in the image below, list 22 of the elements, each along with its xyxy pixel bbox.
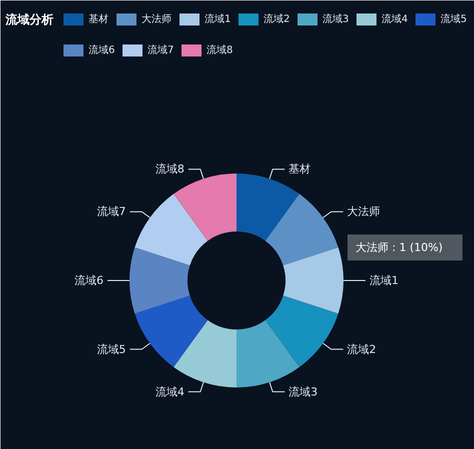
legend-label: 流域5 (440, 13, 467, 25)
slice-label: 流域5 (96, 342, 126, 356)
legend-label: 大法师 (142, 13, 172, 25)
legend-label: 流域7 (148, 44, 174, 56)
legend-label: 流域8 (206, 44, 233, 56)
legend-label: 流域2 (264, 13, 290, 25)
slice-label: 大法师 (347, 205, 380, 218)
slice-label: 流域2 (347, 342, 376, 356)
category-label: 流域7 (96, 205, 126, 218)
slice-label: 流域4 (155, 385, 184, 398)
slice-label: 流域6 (74, 274, 104, 287)
text: 大法师 : 1 (10%) (356, 241, 443, 254)
chart-title: 流域分析 (4, 12, 54, 26)
legend-label: 基材 (88, 13, 108, 25)
category-label: 流域1 (370, 274, 398, 287)
slice-label: 流域3 (288, 385, 318, 398)
legend-label: 流域4 (382, 13, 408, 25)
legend-label: 流域3 (322, 13, 349, 25)
slice-label: 基材 (288, 162, 311, 176)
slice-label: 流域8 (155, 162, 184, 176)
legend-label: 流域6 (88, 44, 115, 56)
legend-label: 流域1 (204, 13, 231, 25)
